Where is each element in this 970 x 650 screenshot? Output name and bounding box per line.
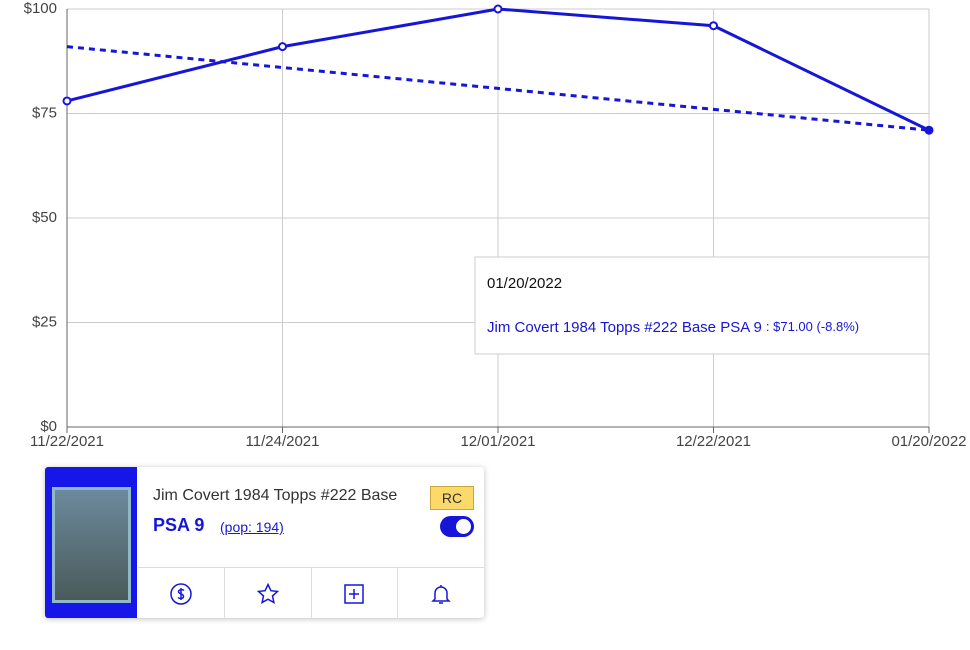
add-button[interactable] — [312, 568, 399, 618]
tooltip-date: 01/20/2022 — [487, 275, 562, 292]
card-image[interactable] — [52, 487, 131, 603]
tooltip-box — [474, 256, 930, 355]
point — [493, 4, 503, 14]
bell-icon — [431, 584, 451, 604]
x-tick-label: 01/20/2022 — [891, 433, 966, 450]
tooltip: 01/20/2022 Jim Covert 1984 Topps #222 Ba… — [474, 256, 930, 355]
x-tick-label: 11/22/2021 — [30, 433, 104, 450]
x-tick-label: 12/01/2021 — [460, 433, 535, 450]
y-tick-label: $25 — [32, 313, 57, 330]
point — [709, 21, 718, 31]
card-strip — [45, 467, 137, 618]
tooltip-series: Jim Covert 1984 Topps #222 Base PSA 9 : $… — [487, 319, 859, 336]
trend-line — [66, 45, 930, 132]
card-grade: PSA 9 — [153, 515, 205, 535]
tooltip-value: : $71.00 (-8.8%) — [766, 319, 859, 334]
price-button[interactable] — [138, 568, 225, 618]
star-icon — [256, 582, 279, 604]
alert-button[interactable] — [398, 568, 484, 618]
y-tick-label: $50 — [32, 209, 57, 226]
point — [62, 96, 72, 106]
action-bar — [138, 567, 484, 618]
favorite-button[interactable] — [225, 568, 312, 618]
tooltip-series-name: Jim Covert 1984 Topps #222 Base PSA 9 — [487, 319, 762, 336]
pop-link[interactable]: (pop: 194) — [220, 519, 284, 535]
x-tick-label: 11/24/2021 — [246, 433, 320, 450]
card: Jim Covert 1984 Topps #222 Base PSA 9 (p… — [45, 467, 484, 618]
trend-end — [926, 127, 932, 134]
y-tick-label: $75 — [32, 104, 57, 121]
dollar-icon — [170, 582, 192, 605]
point — [278, 42, 287, 52]
x-tick-label: 12/22/2021 — [676, 433, 751, 450]
add-icon — [344, 583, 365, 604]
toggle[interactable] — [440, 516, 474, 537]
chart: $0 $25 $50 $75 $100 11/22/2021 11/24/2021 12/01… — [24, 0, 967, 450]
y-tick-label: $0 — [40, 418, 57, 435]
rc-badge: RC — [430, 486, 474, 510]
card-title: Jim Covert 1984 Topps #222 Base — [153, 487, 398, 504]
y-tick-label: $100 — [24, 0, 57, 17]
